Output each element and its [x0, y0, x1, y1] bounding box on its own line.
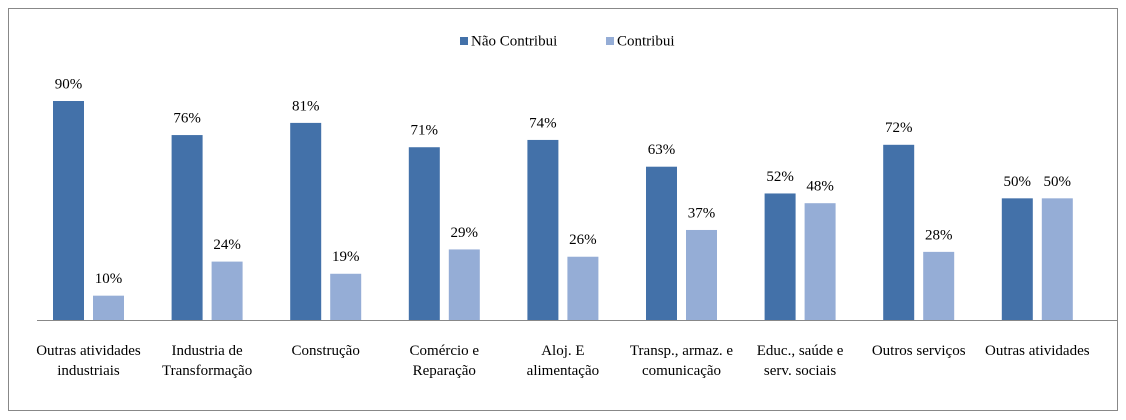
bar [171, 135, 203, 320]
data-label: 76% [173, 111, 201, 127]
data-label: 48% [806, 179, 834, 195]
x-tick-label: Educ., saúde e serv. sociais [756, 343, 844, 379]
data-label: 72% [885, 120, 913, 136]
bar [646, 166, 677, 320]
data-label: 50% [1004, 174, 1032, 190]
data-label: 71% [411, 123, 439, 139]
data-label: 29% [451, 225, 479, 241]
legend-label: Não Contribui [471, 33, 557, 49]
bar [211, 261, 243, 320]
data-label: 74% [529, 115, 557, 131]
legend-swatch [460, 37, 468, 45]
x-tick-label: Outras atividades [985, 343, 1090, 359]
data-label: 24% [213, 237, 241, 253]
bar [567, 256, 599, 320]
bar [1041, 198, 1073, 320]
data-label: 63% [648, 142, 676, 158]
bar [883, 144, 915, 320]
bar [408, 147, 440, 320]
x-tick-label: Aloj. E alimentação [526, 343, 600, 379]
x-tick-label: Comércio e Reparação [409, 343, 480, 379]
legend-swatch [606, 37, 614, 45]
bar [53, 101, 84, 320]
x-tick-label: Transp., armaz. e comunicação [629, 343, 734, 379]
data-label: 81% [292, 98, 320, 114]
x-tick-label: Construção [291, 343, 360, 359]
data-label: 28% [925, 227, 953, 243]
bar [330, 273, 362, 320]
x-tick-label: Outros serviços [871, 343, 966, 359]
bar [804, 203, 836, 320]
bar [290, 122, 322, 321]
data-label: 37% [688, 205, 716, 221]
data-label: 26% [569, 232, 597, 248]
data-label: 50% [1044, 174, 1072, 190]
data-label: 90% [55, 76, 83, 92]
bar [527, 139, 559, 320]
bar [686, 229, 717, 320]
bar [93, 295, 124, 320]
data-label: 19% [332, 249, 360, 265]
frame [8, 8, 1118, 411]
bar [923, 251, 955, 320]
x-tick-label: Industria de Transformação [161, 343, 253, 379]
bar [448, 249, 480, 320]
data-label: 10% [95, 271, 123, 287]
x-tick-label: Outras atividades industriais [36, 343, 141, 379]
legend-label: Contribui [617, 33, 675, 49]
bar [764, 193, 796, 320]
data-label: 52% [766, 169, 794, 185]
bar [1001, 198, 1033, 320]
